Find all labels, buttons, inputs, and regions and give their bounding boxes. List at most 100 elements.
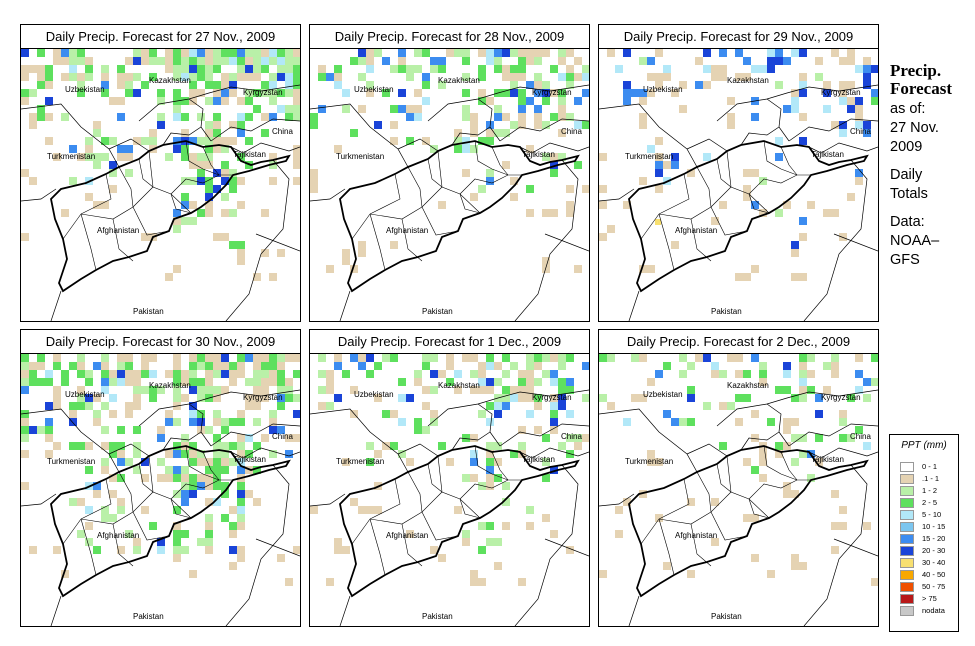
province-border [351, 213, 371, 240]
precip-cell [711, 73, 719, 81]
precip-cell [687, 362, 695, 370]
precip-cell [189, 570, 197, 578]
country-border [225, 464, 290, 626]
precip-cell [141, 362, 149, 370]
precip-cell [334, 546, 342, 554]
country-border [397, 138, 439, 152]
precip-cell [398, 418, 406, 426]
precip-cell [269, 450, 277, 458]
precip-cell [462, 145, 470, 153]
precip-cell [221, 233, 229, 241]
precip-cell [173, 530, 181, 538]
precip-cell [582, 434, 589, 442]
precip-cell [245, 73, 253, 81]
precip-cell [358, 354, 366, 362]
province-border [427, 463, 443, 493]
precip-cell [639, 490, 647, 498]
precip-cell [775, 386, 783, 394]
precip-cell [61, 378, 69, 386]
precip-cell [181, 482, 189, 490]
precip-cell [69, 177, 77, 185]
legend-item: .1 - 1 [900, 474, 956, 485]
precip-cell [350, 354, 358, 362]
province-border [437, 150, 481, 214]
province-border [763, 140, 798, 176]
precip-cell [759, 474, 767, 482]
precip-cell [245, 65, 253, 73]
precip-cell [855, 65, 863, 73]
precip-cell [486, 522, 494, 530]
precip-cell [647, 265, 655, 273]
precip-cell [125, 378, 133, 386]
precip-cell [181, 217, 189, 225]
precip-cell [366, 370, 374, 378]
precip-cell [205, 57, 213, 65]
province-border [148, 150, 192, 214]
precip-cell [29, 378, 37, 386]
precip-cell [197, 474, 205, 482]
precip-cell [566, 434, 574, 442]
precip-cell [125, 153, 133, 161]
precip-cell [839, 57, 847, 65]
precip-cell [229, 169, 237, 177]
precip-cell [695, 57, 703, 65]
precip-cell [85, 538, 93, 546]
precip-cell [213, 113, 221, 121]
precip-cell [229, 241, 237, 249]
precip-cell [141, 458, 149, 466]
province-border [369, 518, 386, 576]
country-border [740, 431, 780, 451]
country-border [477, 98, 501, 142]
panel-title: Daily Precip. Forecast for 27 Nov., 2009 [21, 25, 300, 49]
precip-cell [253, 65, 261, 73]
precip-cell [21, 370, 29, 378]
precip-cell [799, 81, 807, 89]
precip-cell [213, 89, 221, 97]
precip-cell [799, 450, 807, 458]
province-border [170, 193, 192, 214]
precip-cell [277, 378, 285, 386]
precip-cell [398, 49, 406, 57]
precip-cell [566, 49, 574, 57]
precip-cell [229, 378, 237, 386]
precip-cell [462, 169, 470, 177]
panel-title: Daily Precip. Forecast for 28 Nov., 2009 [310, 25, 589, 49]
precip-cell [655, 161, 663, 169]
precip-cell [93, 362, 101, 370]
precip-cell [109, 97, 117, 105]
precip-cell [486, 538, 494, 546]
precip-cell [534, 73, 542, 81]
precip-cell [470, 113, 478, 121]
precip-cell [37, 354, 45, 362]
precip-cell [181, 201, 189, 209]
precip-cell [390, 354, 398, 362]
precip-cell [414, 49, 422, 57]
province-border [421, 511, 459, 541]
precip-cell [679, 105, 687, 113]
precip-cell [526, 506, 534, 514]
precip-cell [542, 97, 550, 105]
precip-cell [221, 89, 229, 97]
precip-cell [542, 121, 550, 129]
precip-cell [157, 538, 165, 546]
precip-cell [293, 370, 300, 378]
province-border [658, 511, 712, 525]
precip-cell [382, 354, 390, 362]
precip-cell [558, 97, 566, 105]
precip-cell [558, 442, 566, 450]
precip-cell [510, 386, 518, 394]
precip-cell [29, 177, 37, 185]
precip-cell [430, 145, 438, 153]
precip-cell [510, 193, 518, 201]
precip-cell [526, 145, 534, 153]
country-label-turkmenistan: Turkmenistan [336, 152, 384, 161]
precip-cell [615, 65, 623, 73]
precip-cell [237, 418, 245, 426]
precip-cell [430, 65, 438, 73]
precip-cell [542, 370, 550, 378]
precip-cell [446, 378, 454, 386]
precip-cell [510, 89, 518, 97]
precip-cell [229, 562, 237, 570]
precip-cell [486, 442, 494, 450]
